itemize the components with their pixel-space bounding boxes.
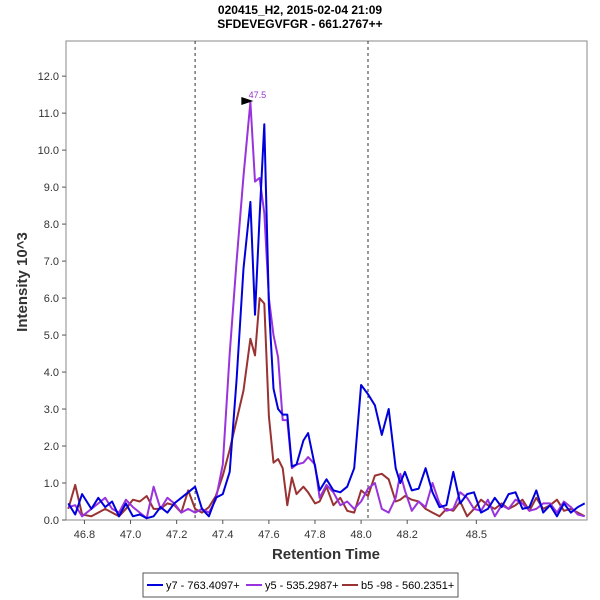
y-axis-ticks: 0.0 1.0 2.0 3.0 4.0 5.0 6.0 7.0 8.0 9.0 10.0 11.0 12… xyxy=(38,71,66,527)
series-lines xyxy=(67,101,586,520)
x-tick-label: 48.2 xyxy=(396,529,417,541)
x-axis-title: Retention Time xyxy=(272,546,380,563)
y-tick-label: 7.0 xyxy=(44,256,59,268)
peak-annotation: 47.5 xyxy=(241,90,267,106)
y-tick-label: 6.0 xyxy=(44,293,59,305)
x-tick-label: 47.8 xyxy=(304,529,325,541)
series-y7-line xyxy=(67,123,586,520)
legend: y7 - 763.4097+ y5 - 535.2987+ b5 -98 - 5… xyxy=(142,572,459,598)
y-tick-label: 3.0 xyxy=(44,404,59,416)
peak-boundaries xyxy=(194,41,369,520)
y-tick-label: 12.0 xyxy=(38,71,59,83)
x-tick-label: 48.0 xyxy=(350,529,371,541)
chart-subtitle: SFDEVEGVFGR - 661.2767++ xyxy=(217,17,382,31)
chart-title: 020415_H2, 2015-02-04 21:09 xyxy=(218,3,382,17)
y-tick-label: 10.0 xyxy=(38,145,59,157)
y-tick-label: 2.0 xyxy=(44,441,59,453)
legend-box xyxy=(142,572,459,598)
peak-annotation-label: 47.5 xyxy=(249,90,267,100)
y-tick-label: 5.0 xyxy=(44,330,59,342)
x-tick-label: 47.4 xyxy=(212,529,233,541)
x-tick-label: 48.5 xyxy=(466,529,487,541)
legend-label-b5: b5 -98 - 560.2351+ xyxy=(361,580,454,592)
peak-marker-arrow xyxy=(241,97,254,106)
y-axis-title: Intensity 10^3 xyxy=(14,232,31,332)
x-tick-label: 47.0 xyxy=(120,529,141,541)
y-tick-label: 4.0 xyxy=(44,367,59,379)
legend-label-y5: y5 - 535.2987+ xyxy=(265,580,339,592)
y-tick-label: 1.0 xyxy=(44,478,59,490)
x-tick-label: 46.8 xyxy=(74,529,95,541)
y-tick-label: 9.0 xyxy=(44,182,59,194)
y-tick-label: 8.0 xyxy=(44,219,59,231)
legend-label-y7: y7 - 763.4097+ xyxy=(166,580,240,592)
x-axis-ticks: 46.8 47.0 47.2 47.4 47.6 47.8 48.0 48.2 48.5 xyxy=(74,520,487,541)
x-tick-label: 47.2 xyxy=(166,529,187,541)
plot-area xyxy=(65,40,588,521)
y-tick-label: 11.0 xyxy=(38,108,59,120)
y-tick-label: 0.0 xyxy=(44,515,59,527)
x-tick-label: 47.6 xyxy=(258,529,279,541)
